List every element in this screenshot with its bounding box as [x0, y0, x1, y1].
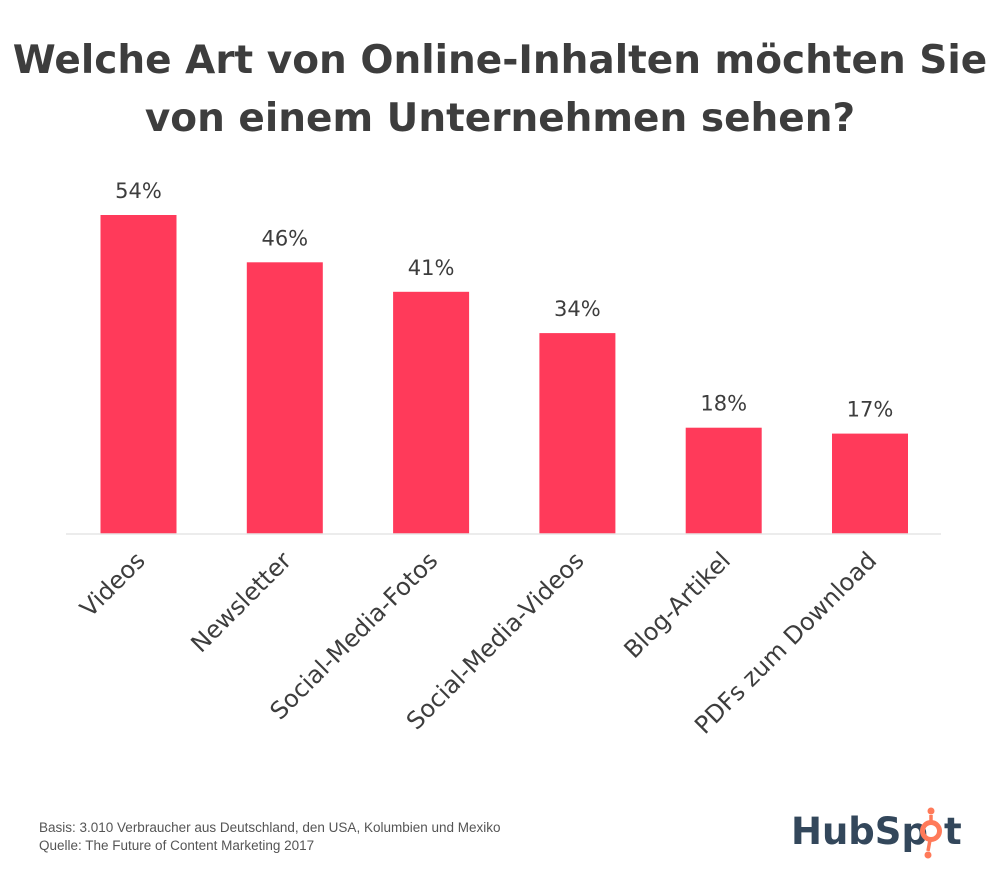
chart-title-line-2: von einem Unternehmen sehen? [145, 96, 855, 141]
footnote-basis: Basis: 3.010 Verbraucher aus Deutschland… [39, 820, 501, 835]
value-label-3: 41% [408, 256, 455, 280]
footnote-source: Quelle: The Future of Content Marketing … [39, 838, 314, 853]
hubspot-logo: HubSp t [791, 807, 962, 859]
value-label-2: 46% [261, 226, 308, 250]
category-label-1: Videos [75, 546, 151, 622]
chart-title-line-1: Welche Art von Online-Inhalten möchten S… [13, 38, 987, 83]
logo-text-left: HubSp [791, 810, 928, 853]
bar-2 [246, 262, 323, 534]
value-label-5: 18% [700, 392, 747, 416]
logo-text-right: t [944, 810, 962, 853]
bar-4 [539, 333, 616, 534]
value-label-6: 17% [847, 398, 894, 422]
value-label-4: 34% [554, 297, 601, 321]
bars-layer [100, 215, 908, 534]
bar-1 [100, 215, 177, 534]
category-label-2: Newsletter [185, 546, 297, 658]
category-label-5: Blog-Artikel [619, 546, 736, 663]
bar-5 [685, 427, 762, 534]
value-labels-layer: 54% 46% 41% 34% 18% 17% [115, 179, 893, 422]
bar-6 [832, 433, 908, 534]
sprocket-icon [920, 807, 942, 859]
category-labels-layer: Videos NewsletterSocial-Media-FotosSocial… [75, 546, 883, 739]
value-label-1: 54% [115, 179, 162, 203]
bar-3 [393, 291, 470, 534]
